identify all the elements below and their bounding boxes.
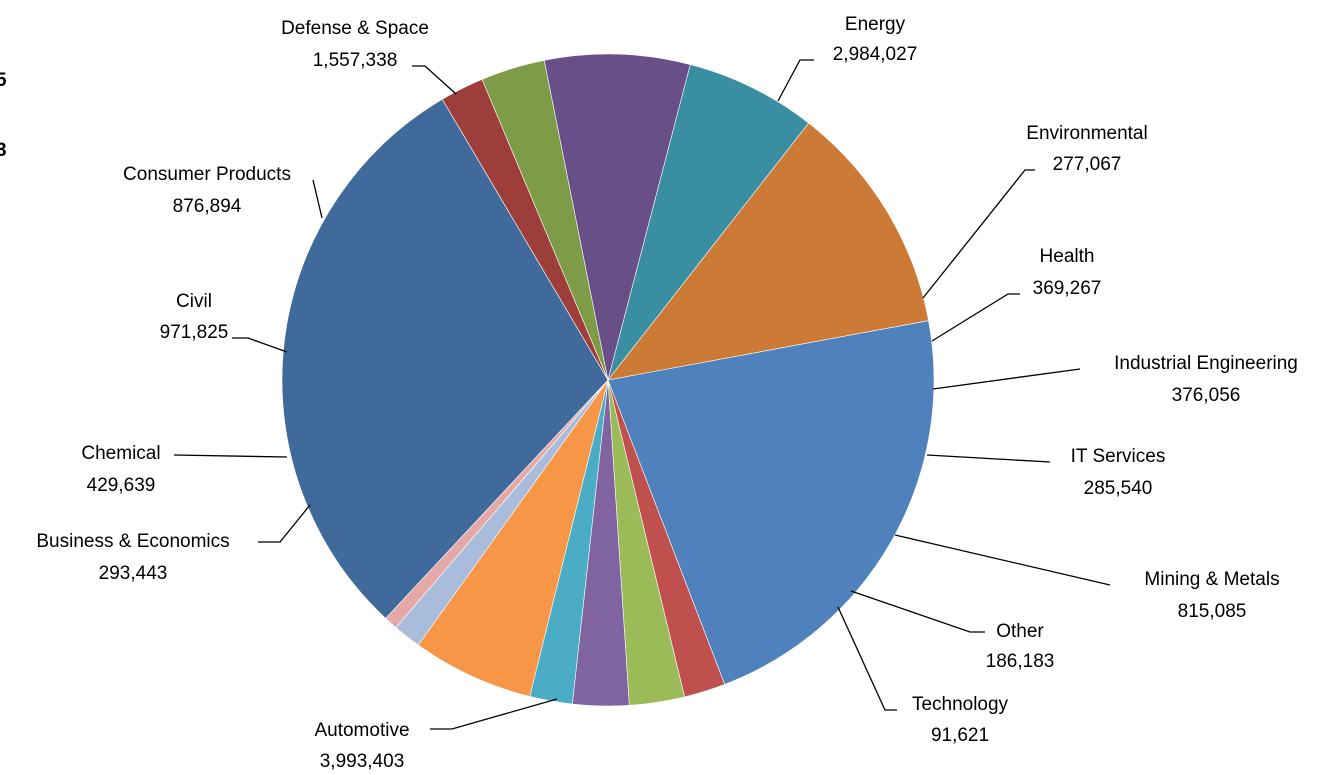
slice-label-name: Health: [1040, 246, 1095, 267]
clipped-text-1: 5: [0, 70, 7, 91]
slice-label-name: Automotive: [314, 720, 409, 741]
pie-slice-energy: [607, 320, 935, 685]
slice-label-value: 293,443: [99, 563, 168, 584]
slice-label-value: 285,540: [1084, 478, 1153, 499]
pie-slices: [281, 53, 935, 707]
leader-line: [173, 454, 288, 458]
slice-label-value: 971,825: [160, 322, 229, 343]
slice-label-name: Civil: [176, 291, 212, 312]
slice-label-value: 277,067: [1053, 154, 1122, 175]
leader-line: [850, 590, 985, 633]
slice-label-value: 876,894: [173, 196, 242, 217]
leader-line: [931, 293, 1020, 342]
slice-label-value: 429,639: [87, 475, 156, 496]
slice-label-value: 369,267: [1033, 278, 1102, 299]
leader-line: [232, 337, 288, 353]
leader-line: [837, 606, 897, 711]
pie-slice-automotive: [281, 98, 609, 619]
slice-label-name: IT Services: [1071, 446, 1166, 467]
slice-label-value: 376,056: [1172, 385, 1241, 406]
slice-label-name: Industrial Engineering: [1114, 353, 1298, 374]
clipped-text-2: 3: [0, 140, 7, 161]
leader-line: [926, 454, 1051, 463]
slice-label-name: Environmental: [1026, 123, 1147, 144]
leader-lines: [173, 59, 1111, 730]
slice-labels: Energy 2,984,027 Environmental 277,067 Healt…: [36, 14, 1298, 772]
leader-line: [894, 534, 1111, 586]
leader-line: [777, 59, 814, 102]
leader-line: [430, 698, 558, 730]
pie-slice-mining-metals: [417, 379, 609, 697]
slice-label-name: Technology: [912, 694, 1009, 715]
leader-line: [412, 65, 457, 95]
slice-label-name: Defense & Space: [281, 18, 429, 39]
slice-label-value: 1,557,338: [313, 50, 398, 71]
leader-line: [932, 368, 1081, 390]
pie-slice-consumer-products: [607, 64, 810, 381]
leader-line: [312, 179, 323, 219]
leader-line: [258, 504, 311, 543]
slice-label-name: Mining & Metals: [1144, 569, 1279, 590]
slice-label-value: 91,621: [931, 725, 989, 746]
leader-line: [922, 169, 1035, 299]
slice-label-name: Consumer Products: [123, 164, 291, 185]
slice-label-name: Business & Economics: [36, 531, 229, 552]
pie-slice-civil: [543, 53, 691, 381]
slice-label-value: 186,183: [986, 651, 1055, 672]
slice-label-name: Chemical: [81, 443, 160, 464]
slice-label-value: 815,085: [1178, 601, 1247, 622]
slice-label-name: Energy: [845, 14, 906, 35]
slice-label-name: Other: [996, 621, 1044, 642]
pie-slice-defense-space: [607, 122, 929, 381]
slice-label-value: 3,993,403: [320, 751, 405, 772]
slice-label-value: 2,984,027: [833, 44, 918, 65]
